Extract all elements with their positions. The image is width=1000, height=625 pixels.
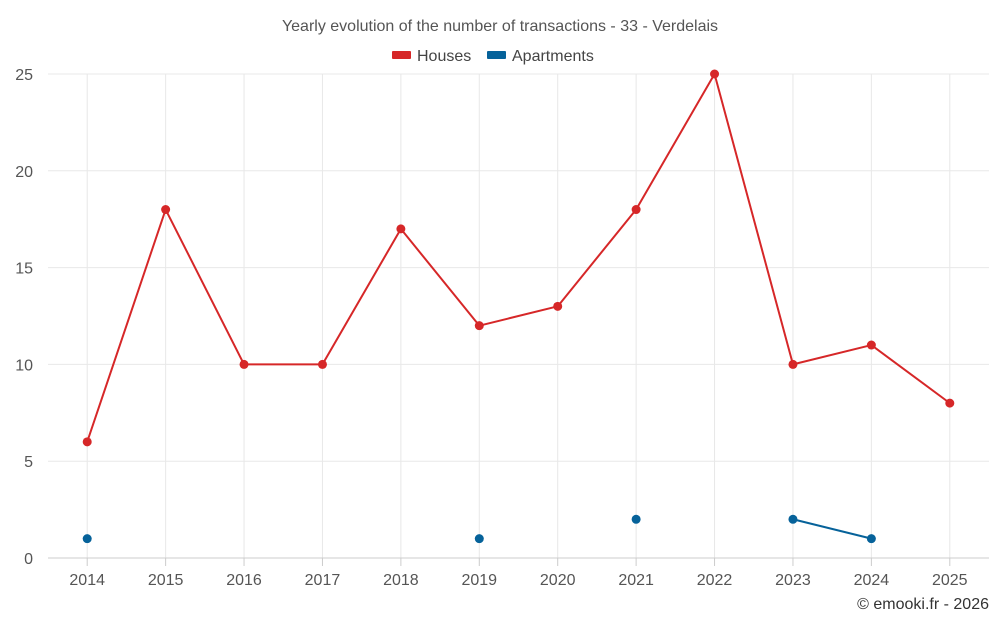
series-line-houses [478,305,559,327]
data-point-houses[interactable] [317,359,327,369]
x-tick-label: 2020 [540,572,576,589]
data-point-houses[interactable] [474,321,484,331]
series-line-houses [86,208,167,443]
x-tick-label: 2021 [618,572,654,589]
legend-item-apartments[interactable]: Apartments [487,48,594,65]
x-tick-label: 2017 [305,572,341,589]
data-point-houses[interactable] [82,437,92,447]
data-point-apartments[interactable] [82,534,92,544]
y-tick-label: 10 [15,357,33,374]
x-tick-label: 2019 [461,572,497,589]
series-houses [82,69,955,447]
data-point-houses[interactable] [553,301,563,311]
y-tick-label: 20 [15,164,33,181]
x-tick-label: 2014 [69,572,105,589]
x-tick-label: 2016 [226,572,262,589]
x-tick-label: 2018 [383,572,419,589]
y-tick-label: 15 [15,261,33,278]
x-tick-label: 2025 [932,572,968,589]
legend[interactable]: Houses Apartments [392,48,594,65]
legend-swatch-houses [392,51,411,59]
data-point-houses[interactable] [788,359,798,369]
series-line-houses [870,344,951,405]
data-point-apartments[interactable] [474,534,484,544]
y-tick-label: 0 [24,551,33,568]
y-tick-label: 25 [15,67,33,84]
legend-swatch-apartments [487,51,506,59]
data-point-houses[interactable] [945,398,955,408]
data-point-houses[interactable] [396,224,406,234]
series-line-houses [635,73,716,211]
data-point-houses[interactable] [710,69,720,79]
series-line-houses [164,208,246,366]
series-line-houses [556,208,638,308]
data-point-houses[interactable] [161,205,171,215]
x-tick-label: 2015 [148,572,184,589]
data-point-apartments[interactable] [788,514,798,524]
data-point-houses[interactable] [866,340,876,350]
data-point-apartments[interactable] [866,534,876,544]
series-line-houses [791,344,873,366]
grid [48,73,989,558]
chart-title: Yearly evolution of the number of transa… [282,18,718,35]
credit-label: © emooki.fr - 2026 [857,596,989,613]
x-tick-label: 2024 [854,572,890,589]
x-tick-label: 2023 [775,572,811,589]
series-group [82,69,955,544]
legend-item-houses[interactable]: Houses [392,48,471,65]
series-line-houses [713,73,794,366]
data-point-houses[interactable] [239,359,249,369]
legend-label-apartments: Apartments [512,48,594,65]
data-point-houses[interactable] [631,205,641,215]
series-line-houses [399,227,481,327]
y-tick-label: 5 [24,454,33,471]
series-line-houses [321,227,402,366]
x-tick-label: 2022 [697,572,733,589]
data-point-apartments[interactable] [631,514,641,524]
legend-label-houses: Houses [417,48,471,65]
series-line-apartments [791,518,873,540]
series-apartments [82,514,876,544]
